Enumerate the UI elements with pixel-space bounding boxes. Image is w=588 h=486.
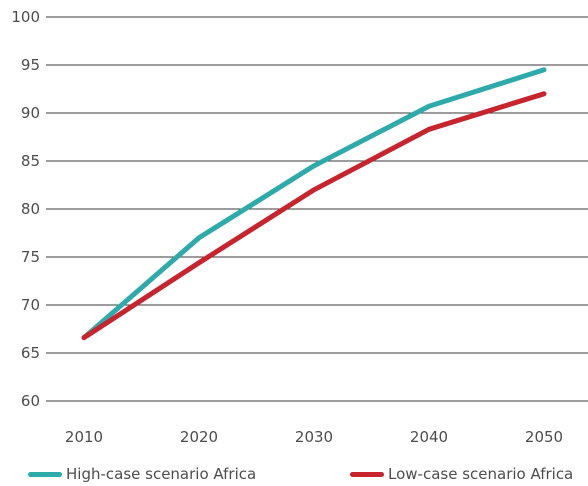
grid-lines [46, 16, 588, 402]
legend-item-low-case: Low-case scenario Africa [350, 463, 573, 485]
y-tick-label-60: 60 [21, 392, 40, 410]
y-tick-label-70: 70 [21, 296, 40, 314]
series-line-high-case [81, 67, 547, 341]
y-tick-label-95: 95 [21, 56, 40, 74]
series-line-low-case [81, 91, 547, 341]
x-tick-label-2030: 2030 [295, 428, 333, 446]
legend-item-high-case: High-case scenario Africa [28, 463, 256, 485]
series-lines [81, 67, 547, 341]
x-tick-label-2040: 2040 [410, 428, 448, 446]
y-tick-label-90: 90 [21, 104, 40, 122]
y-tick-label-65: 65 [21, 344, 40, 362]
x-tick-label-2010: 2010 [65, 428, 103, 446]
legend-swatch-high-case [28, 471, 62, 477]
x-tick-label-2050: 2050 [525, 428, 563, 446]
x-axis-labels: 2010 2020 2030 2040 2050 [65, 428, 563, 446]
y-tick-label-85: 85 [21, 152, 40, 170]
legend-label-high-case: High-case scenario Africa [66, 465, 257, 483]
y-axis-labels: 60 65 70 75 80 85 90 95 100 [11, 8, 40, 410]
legend-swatch-low-case [350, 471, 384, 477]
legend-label-low-case: Low-case scenario Africa [388, 465, 574, 483]
y-tick-label-80: 80 [21, 200, 40, 218]
y-tick-label-75: 75 [21, 248, 40, 266]
y-tick-label-100: 100 [11, 8, 40, 26]
x-tick-label-2020: 2020 [180, 428, 218, 446]
